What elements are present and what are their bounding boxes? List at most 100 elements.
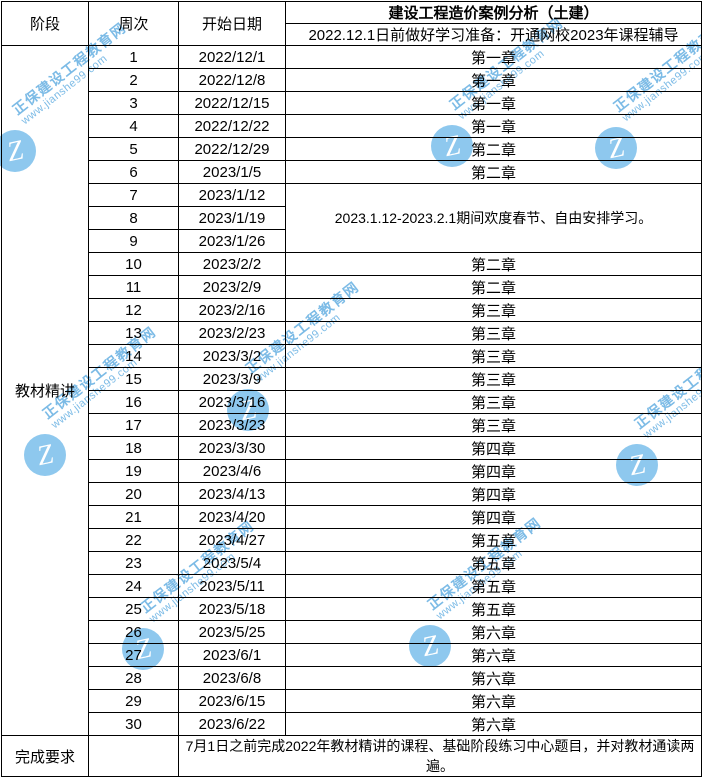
week-cell: 2 [88, 68, 179, 92]
week-cell: 23 [88, 551, 179, 575]
week-cell: 9 [88, 229, 179, 253]
week-cell: 15 [88, 367, 179, 391]
week-cell: 18 [88, 436, 179, 460]
week-cell: 3 [88, 91, 179, 115]
empty-cell [88, 735, 179, 777]
week-cell: 14 [88, 344, 179, 368]
chapter-cell: 第六章 [285, 689, 702, 713]
week-cell: 8 [88, 206, 179, 230]
week-cell: 4 [88, 114, 179, 138]
completion-note-cell: 7月1日之前完成2022年教材精讲的课程、基础阶段练习中心题目，并对教材通读两遍… [178, 735, 702, 777]
table-row: 29 2023/6/15 第六章 [2, 689, 702, 713]
chapter-cell: 第五章 [285, 528, 702, 552]
date-cell: 2023/6/22 [178, 712, 286, 736]
table-row: 2 2022/12/8 第一章 [2, 68, 702, 92]
table-row: 24 2023/5/11 第五章 [2, 574, 702, 598]
date-cell: 2023/2/2 [178, 252, 286, 276]
table-row: 14 2023/3/2 第三章 [2, 344, 702, 368]
chapter-cell: 第二章 [285, 137, 702, 161]
completion-label-cell: 完成要求 [1, 735, 89, 777]
week-cell: 22 [88, 528, 179, 552]
date-cell: 2023/2/23 [178, 321, 286, 345]
chapter-cell: 第三章 [285, 413, 702, 437]
course-title-header: 建设工程造价案例分析（土建） [285, 1, 702, 24]
table-row: 9 2023/1/26 [2, 229, 702, 253]
chapter-cell: 第三章 [285, 298, 702, 322]
table-row: 3 2022/12/15 第一章 [2, 91, 702, 115]
week-cell: 27 [88, 643, 179, 667]
week-cell: 30 [88, 712, 179, 736]
date-cell: 2022/12/29 [178, 137, 286, 161]
date-cell: 2023/4/27 [178, 528, 286, 552]
table-row: 26 2023/5/25 第六章 [2, 620, 702, 644]
table-row: 16 2023/3/16 第三章 [2, 390, 702, 414]
chapter-cell: 第二章 [285, 160, 702, 184]
chapter-cell: 第三章 [285, 367, 702, 391]
date-cell: 2023/1/26 [178, 229, 286, 253]
chapter-cell: 第四章 [285, 459, 702, 483]
date-cell: 2023/2/9 [178, 275, 286, 299]
chapter-cell: 第三章 [285, 390, 702, 414]
table-row: 21 2023/4/20 第四章 [2, 505, 702, 529]
chapter-cell: 第三章 [285, 344, 702, 368]
table-row: 5 2022/12/29 第二章 [2, 137, 702, 161]
date-cell: 2023/4/20 [178, 505, 286, 529]
table-row: 27 2023/6/1 第六章 [2, 643, 702, 667]
table-row: 22 2023/4/27 第五章 [2, 528, 702, 552]
date-cell: 2023/6/15 [178, 689, 286, 713]
chapter-cell: 第六章 [285, 666, 702, 690]
chapter-cell: 第三章 [285, 321, 702, 345]
table-row: 18 2023/3/30 第四章 [2, 436, 702, 460]
chapter-cell: 第四章 [285, 505, 702, 529]
table-row: 4 2022/12/22 第一章 [2, 114, 702, 138]
week-cell: 17 [88, 413, 179, 437]
chapter-cell: 第六章 [285, 712, 702, 736]
date-cell: 2023/5/25 [178, 620, 286, 644]
date-cell: 2023/4/13 [178, 482, 286, 506]
table-row: 教材精讲 1 2022/12/1 第一章 [1, 45, 702, 736]
table-row: 7 2023/1/12 2023.1.12-2023.2.1期间欢度春节、自由安排学… [2, 183, 702, 253]
date-cell: 2023/3/9 [178, 367, 286, 391]
chapter-cell: 第四章 [285, 482, 702, 506]
week-cell: 21 [88, 505, 179, 529]
week-cell: 13 [88, 321, 179, 345]
week-cell: 1 [88, 45, 179, 69]
chapter-cell: 第一章 [285, 45, 702, 69]
date-cell: 2023/5/18 [178, 597, 286, 621]
week-cell: 24 [88, 574, 179, 598]
date-cell: 2023/3/23 [178, 413, 286, 437]
table-row: 8 2023/1/19 [2, 206, 702, 230]
date-cell: 2022/12/8 [178, 68, 286, 92]
date-cell: 2023/2/16 [178, 298, 286, 322]
table-row: 10 2023/2/2 第二章 [2, 252, 702, 276]
date-cell: 2023/1/19 [178, 206, 286, 230]
date-cell: 2023/1/12 [178, 183, 286, 207]
week-cell: 6 [88, 160, 179, 184]
date-cell: 2023/6/8 [178, 666, 286, 690]
date-cell: 2022/12/22 [178, 114, 286, 138]
week-cell: 5 [88, 137, 179, 161]
date-cell: 2022/12/1 [178, 45, 286, 69]
chapter-cell: 第五章 [285, 597, 702, 621]
date-cell: 2023/1/5 [178, 160, 286, 184]
holiday-note-cell: 2023.1.12-2023.2.1期间欢度春节、自由安排学习。 [285, 183, 702, 253]
week-cell: 20 [88, 482, 179, 506]
table-row: 20 2023/4/13 第四章 [2, 482, 702, 506]
table-row: 11 2023/2/9 第二章 [2, 275, 702, 299]
date-cell: 2022/12/15 [178, 91, 286, 115]
week-header: 周次 [88, 1, 179, 46]
stage-cell: 教材精讲 [1, 45, 89, 736]
week-cell: 28 [88, 666, 179, 690]
table-row: 15 2023/3/9 第三章 [2, 367, 702, 391]
table-row: 17 2023/3/23 第三章 [2, 413, 702, 437]
week-cell: 10 [88, 252, 179, 276]
table-row: 19 2023/4/6 第四章 [2, 459, 702, 483]
stage-header: 阶段 [1, 1, 89, 46]
date-cell: 2023/5/4 [178, 551, 286, 575]
week-cell: 25 [88, 597, 179, 621]
date-cell: 2023/3/16 [178, 390, 286, 414]
prep-note-cell: 2022.12.1日前做好学习准备：开通网校2023年课程辅导 [285, 23, 702, 46]
chapter-cell: 第一章 [285, 68, 702, 92]
date-header: 开始日期 [178, 1, 286, 46]
